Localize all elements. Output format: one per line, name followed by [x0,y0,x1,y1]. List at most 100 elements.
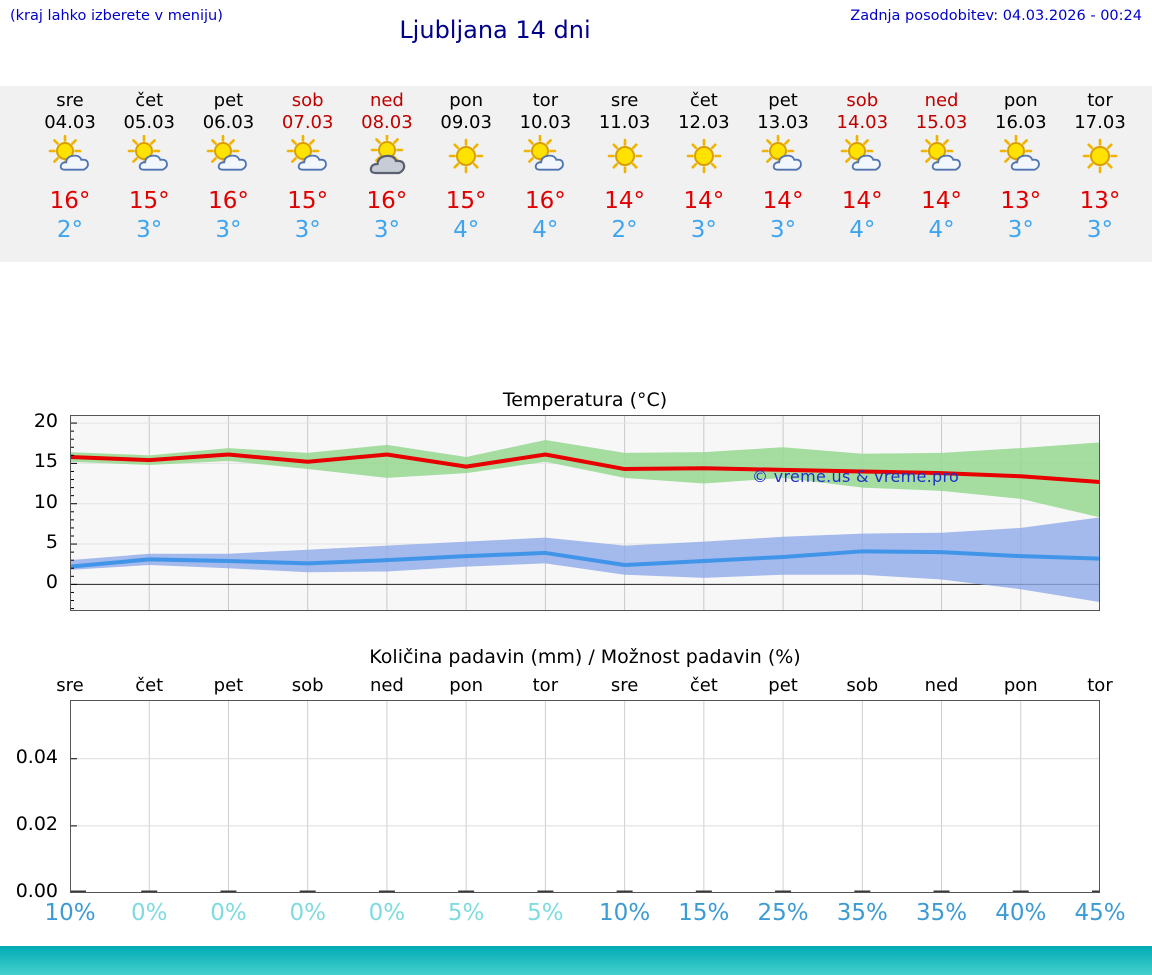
day-date: 12.03 [678,112,730,133]
high-temp: 14° [841,188,883,214]
high-temp: 14° [683,188,725,214]
forecast-day: sre 11.03 14° 2° [585,90,665,244]
sun-cloud-icon [981,134,1061,181]
precip-probability: 45% [1074,900,1126,926]
day-name: pet [768,90,798,111]
day-date: 09.03 [440,112,492,133]
page-title: Ljubljana 14 dni [399,16,591,44]
high-temp: 14° [921,188,962,214]
precip-probability: 15% [678,900,730,926]
day-date: 13.03 [757,112,809,133]
precip-probability: 35% [836,900,888,926]
precip-probability: 5% [527,900,564,926]
precip-chart-title: Količina padavin (mm) / Možnost padavin … [369,646,801,668]
precip-day-label: pet [768,675,798,696]
high-temp: 15° [445,188,487,214]
high-temp: 16° [49,188,91,214]
precip-ytick-label: 0.02 [15,812,58,835]
sun-cloud-icon [505,134,585,181]
high-temp: 14° [604,188,645,214]
low-temp: 3° [373,217,400,243]
low-temp: 3° [690,217,717,243]
precip-probability: 40% [995,900,1047,926]
forecast-day: sob 07.03 15° 3° [268,90,348,244]
low-temp: 2° [611,217,638,243]
precip-probability: 5% [447,900,485,926]
forecast-day: čet 05.03 15° 3° [109,90,189,244]
day-name: tor [1087,90,1113,111]
forecast-day: tor 17.03 13° 3° [1060,90,1140,244]
sun-icon [426,135,506,181]
temp-ytick-label: 15 [33,450,58,473]
low-temp: 3° [294,217,321,243]
precip-ytick-label: 0.00 [15,880,58,902]
precip-day-label: čet [689,675,718,696]
day-date: 05.03 [123,112,175,133]
day-name: pet [213,90,244,111]
low-temp: 3° [1086,217,1114,243]
watermark-link[interactable]: © vreme.us & vreme.pro [752,467,960,486]
forecast-day: tor 10.03 16° 4° [505,90,585,244]
forecast-day: sre 04.03 16° 2° [30,90,110,244]
day-date: 06.03 [202,112,255,133]
precip-probability: 0% [289,900,326,926]
low-temp: 3° [1007,217,1034,243]
precip-probability: 25% [757,900,809,926]
sun-cloud-icon [268,134,348,181]
precip-day-label: pet [213,675,244,696]
day-date: 16.03 [995,112,1047,133]
low-temp: 4° [928,217,955,243]
sun-cloud-icon [902,134,982,181]
day-name: ned [369,90,404,111]
sun-gray-cloud-icon [347,133,427,181]
day-date: 17.03 [1074,112,1126,133]
day-date: 04.03 [44,112,96,133]
precip-day-label: sob [846,675,879,696]
precip-day-label: pon [1003,675,1038,696]
day-name: sre [56,90,84,111]
sun-cloud-icon [743,134,823,181]
high-temp: 16° [208,188,249,214]
low-temp: 3° [769,217,797,243]
high-temp: 16° [524,188,566,214]
day-date: 10.03 [519,112,572,133]
precip-day-label: sre [610,675,639,696]
day-name: čet [135,90,164,111]
day-name: tor [532,90,559,111]
precip-probability: 10% [599,900,651,926]
forecast-day: pet 13.03 14° 3° [743,90,823,244]
temp-ytick-label: 5 [45,531,58,554]
precip-day-label: tor [1087,675,1113,696]
high-temp: 13° [1079,188,1121,214]
sun-cloud-icon [30,134,110,181]
day-name: sob [846,90,879,111]
temp-ytick-label: 20 [33,410,58,433]
precip-probability: 0% [368,900,406,926]
day-name: čet [689,90,718,111]
precip-day-label: sre [56,675,84,696]
day-name: sre [610,90,639,111]
temp-ytick-label: 0 [45,571,58,594]
day-date: 08.03 [361,112,413,133]
sun-cloud-icon [109,134,189,181]
precip-chart [70,700,1100,893]
precip-day-label: tor [532,675,559,696]
high-temp: 16° [366,188,408,214]
high-temp: 15° [128,188,170,214]
precip-probability: 10% [44,900,96,926]
day-date: 07.03 [281,112,334,133]
precip-day-label: sob [291,675,324,696]
precip-day-label: ned [924,675,959,696]
temperature-chart-title: Temperatura (°C) [502,389,668,411]
day-name: ned [924,90,959,111]
high-temp: 14° [762,188,804,214]
low-temp: 2° [56,217,84,243]
low-temp: 4° [453,217,480,243]
high-temp: 15° [287,188,329,214]
low-temp: 4° [532,217,559,243]
forecast-strip: sre 04.03 16° 2° čet 05.03 15° 3° pet 06… [0,86,1152,262]
sun-icon [585,135,665,181]
day-date: 15.03 [915,112,968,133]
sun-cloud-icon [822,134,902,181]
precip-day-label: ned [369,675,404,696]
